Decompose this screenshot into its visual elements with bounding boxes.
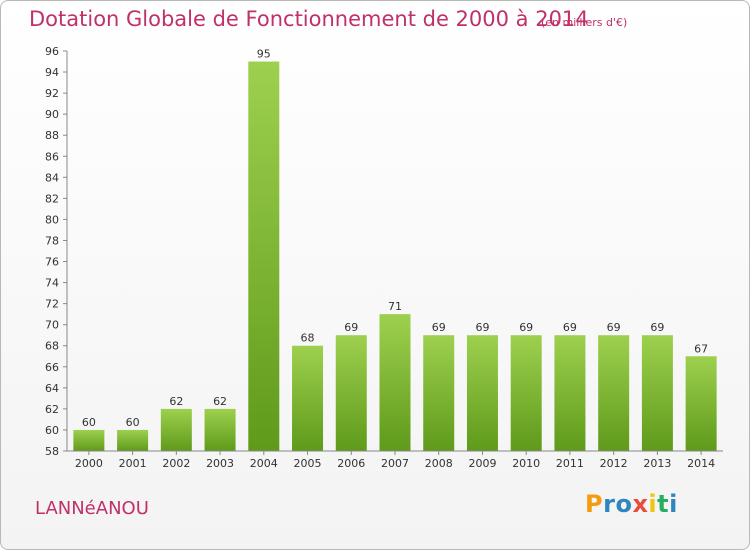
bar [466,335,498,451]
bar-value-label: 69 [432,321,446,334]
x-tick-label: 2000 [75,457,103,470]
y-tick-label: 86 [45,150,59,163]
bar-value-label: 95 [257,48,271,61]
bar-value-label: 71 [388,300,402,313]
y-tick-label: 88 [45,129,59,142]
bar-value-label: 62 [213,395,227,408]
commune-name: LANNéANOU [35,498,149,519]
y-axis: 58 60 62 64 66 68 70 72 74 76 78 80 82 84 86 88 90 92 94 96 [45,45,68,458]
x-tick-label: 2006 [337,457,365,470]
y-tick-label: 78 [45,234,59,247]
bar-value-label: 60 [82,416,96,429]
bar [510,335,542,451]
bar [685,356,717,451]
bars: 60 60 62 62 95 68 69 71 69 69 69 69 69 69 67 [73,48,717,452]
bar-value-label: 68 [301,332,315,345]
bar-value-label: 69 [344,321,358,334]
y-tick-label: 58 [45,445,59,458]
x-tick-label: 2003 [206,457,234,470]
y-tick-label: 82 [45,192,59,205]
bar [598,335,630,451]
bar-value-label: 69 [650,321,664,334]
y-tick-label: 72 [45,298,59,311]
x-tick-label: 2013 [643,457,671,470]
x-tick-label: 2008 [425,457,453,470]
x-tick-label: 2010 [512,457,540,470]
y-tick-label: 70 [45,319,59,332]
bar-value-label: 62 [169,395,183,408]
x-tick-label: 2004 [250,457,278,470]
bar-value-label: 69 [607,321,621,334]
bar [292,345,324,451]
y-tick-label: 60 [45,424,59,437]
bar [641,335,673,451]
y-tick-label: 80 [45,213,59,226]
y-tick-label: 96 [45,45,59,58]
y-tick-label: 84 [45,171,59,184]
bar [248,61,280,452]
x-tick-label: 2009 [468,457,496,470]
bar-value-label: 69 [475,321,489,334]
y-tick-label: 92 [45,87,59,100]
y-tick-label: 94 [45,66,59,79]
chart-subtitle: (en milliers d'€) [541,16,628,29]
bar-value-label: 69 [563,321,577,334]
y-tick-label: 62 [45,403,59,416]
x-tick-label: 2001 [119,457,147,470]
bar [204,408,236,451]
bar [554,335,586,451]
y-tick-label: 76 [45,256,59,269]
bar-value-label: 67 [694,342,708,355]
bar [379,314,411,451]
bar [73,429,105,451]
x-tick-label: 2005 [294,457,322,470]
x-tick-label: 2002 [162,457,190,470]
proxiti-logo[interactable]: Proxiti [585,490,678,518]
x-tick-label: 2011 [556,457,584,470]
y-tick-label: 66 [45,361,59,374]
bar [117,429,149,451]
y-tick-label: 74 [45,277,59,290]
bar-value-label: 69 [519,321,533,334]
y-tick-label: 68 [45,340,59,353]
bar [423,335,455,451]
y-tick-label: 90 [45,108,59,121]
y-tick-label: 64 [45,382,59,395]
x-tick-label: 2007 [381,457,409,470]
x-axis: 2000 2001 2002 2003 2004 2005 2006 2007 2008 2009… [67,450,723,470]
chart-title: Dotation Globale de Fonctionnement de 20… [29,7,589,31]
bar [160,408,192,451]
bar-value-label: 60 [126,416,140,429]
x-tick-label: 2014 [687,457,715,470]
x-tick-label: 2012 [600,457,628,470]
bar [335,335,367,451]
